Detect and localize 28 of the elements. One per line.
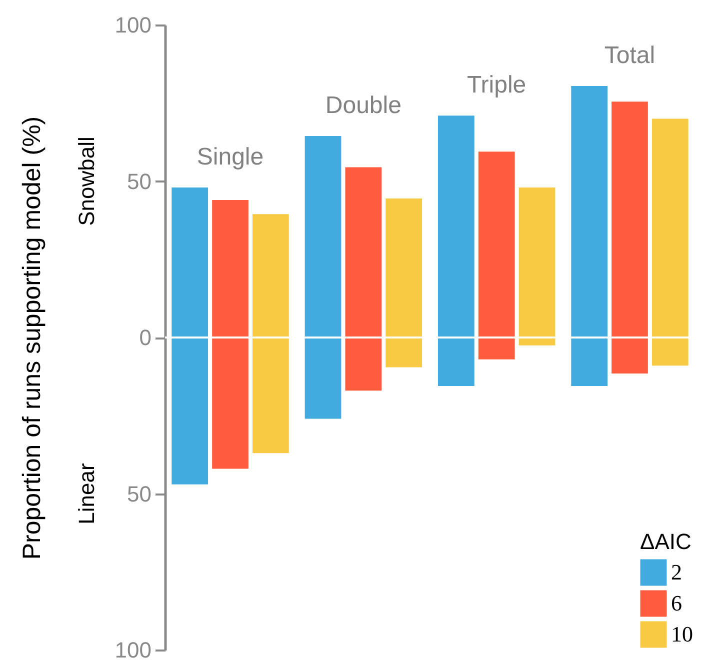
bar <box>518 188 556 346</box>
x-tick-label: Triple <box>467 72 526 99</box>
bar <box>571 86 608 386</box>
legend-label: 10 <box>671 622 693 646</box>
legend-label: 6 <box>671 590 682 616</box>
bar <box>304 136 342 419</box>
y-tick-label: 50 <box>127 481 152 506</box>
text: Snowball <box>74 136 99 226</box>
x-tick-label: Single <box>196 144 264 170</box>
legend-title: ΔAIC <box>640 529 692 554</box>
bar <box>652 118 688 366</box>
bar <box>438 116 474 386</box>
legend-label: 2 <box>671 560 682 584</box>
bar <box>386 198 422 368</box>
y-axis-title: Proportion of runs supporting model (%) <box>18 116 46 560</box>
bar <box>212 200 248 469</box>
x-tick-label: Total <box>604 42 656 69</box>
text: Linear <box>74 463 99 524</box>
bar <box>612 102 648 374</box>
bar <box>252 214 289 454</box>
y-tick-label: 100 <box>114 638 152 662</box>
bar <box>172 188 208 484</box>
bar <box>478 152 515 360</box>
x-tick-label: Double <box>325 92 402 119</box>
y-tick-label: 100 <box>114 12 152 38</box>
y-tick-label: 0 <box>139 325 152 350</box>
y-tick-label: 50 <box>127 168 152 194</box>
bar <box>345 167 382 391</box>
